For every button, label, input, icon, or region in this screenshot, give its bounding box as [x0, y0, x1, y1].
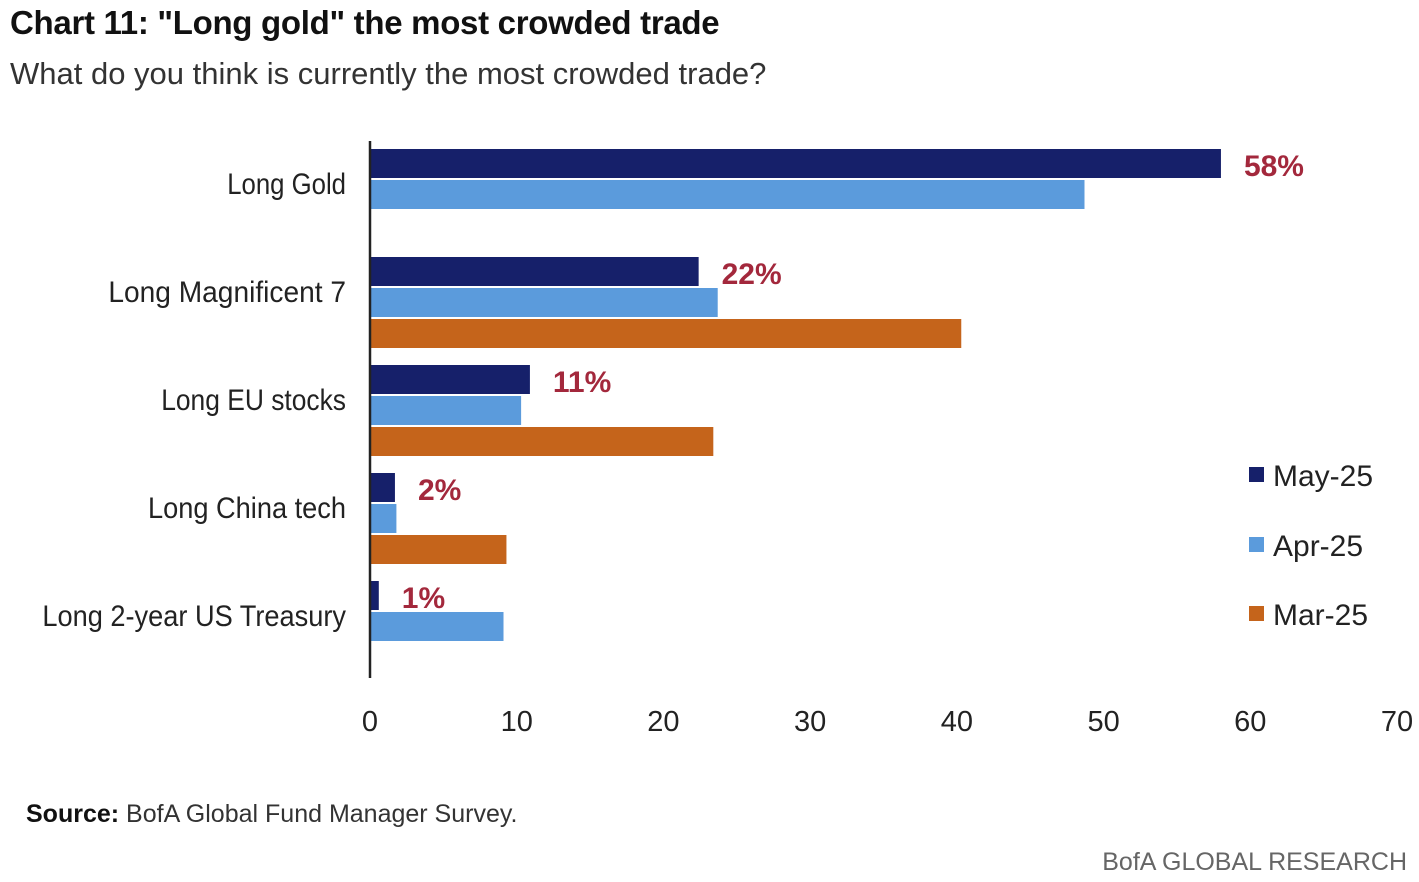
x-tick-label: 10	[501, 706, 533, 738]
data-label: 11%	[553, 366, 611, 399]
legend-label: Mar-25	[1273, 599, 1368, 632]
category-label: Long 2-year US Treasury	[42, 600, 346, 633]
source-label: Source:	[26, 800, 120, 828]
data-label: 2%	[418, 474, 461, 507]
bar-1-0	[370, 257, 699, 286]
legend-swatch	[1249, 606, 1264, 621]
bar-2-1	[370, 396, 522, 425]
x-tick-label: 20	[647, 706, 679, 738]
x-tick-label: 60	[1234, 706, 1266, 738]
legend-label: Apr-25	[1273, 530, 1363, 563]
brand-label: BofA GLOBAL RESEARCH	[1102, 848, 1407, 876]
chart-subtitle: What do you think is currently the most …	[10, 56, 767, 91]
x-tick-label: 50	[1087, 706, 1119, 738]
category-label: Long Gold	[227, 168, 346, 201]
bar-4-0	[370, 581, 379, 610]
x-tick-label: 30	[794, 706, 826, 738]
x-tick-label: 70	[1381, 706, 1413, 738]
bar-3-0	[370, 473, 395, 502]
data-label: 22%	[722, 258, 782, 291]
chart-title: Chart 11: "Long gold" the most crowded t…	[10, 4, 720, 41]
bar-3-1	[370, 504, 397, 533]
bar-4-1	[370, 612, 504, 641]
legend-swatch	[1249, 537, 1264, 552]
source-note: Source: BofA Global Fund Manager Survey.	[26, 800, 517, 829]
category-label: Long Magnificent 7	[108, 276, 346, 309]
legend-swatch	[1249, 467, 1264, 482]
x-tick-label: 40	[941, 706, 973, 738]
x-tick-label: 0	[362, 706, 378, 738]
bar-2-0	[370, 365, 530, 394]
bar-0-0	[370, 149, 1221, 178]
bar-1-2	[370, 319, 962, 348]
bar-3-2	[370, 535, 507, 564]
source-text: BofA Global Fund Manager Survey.	[119, 800, 518, 828]
bar-0-1	[370, 180, 1085, 209]
legend-label: May-25	[1273, 460, 1373, 493]
category-label: Long China tech	[148, 492, 346, 525]
bar-1-1	[370, 288, 718, 317]
category-label: Long EU stocks	[161, 384, 346, 417]
data-label: 58%	[1244, 150, 1304, 183]
data-label: 1%	[402, 582, 445, 615]
bar-2-2	[370, 427, 714, 456]
